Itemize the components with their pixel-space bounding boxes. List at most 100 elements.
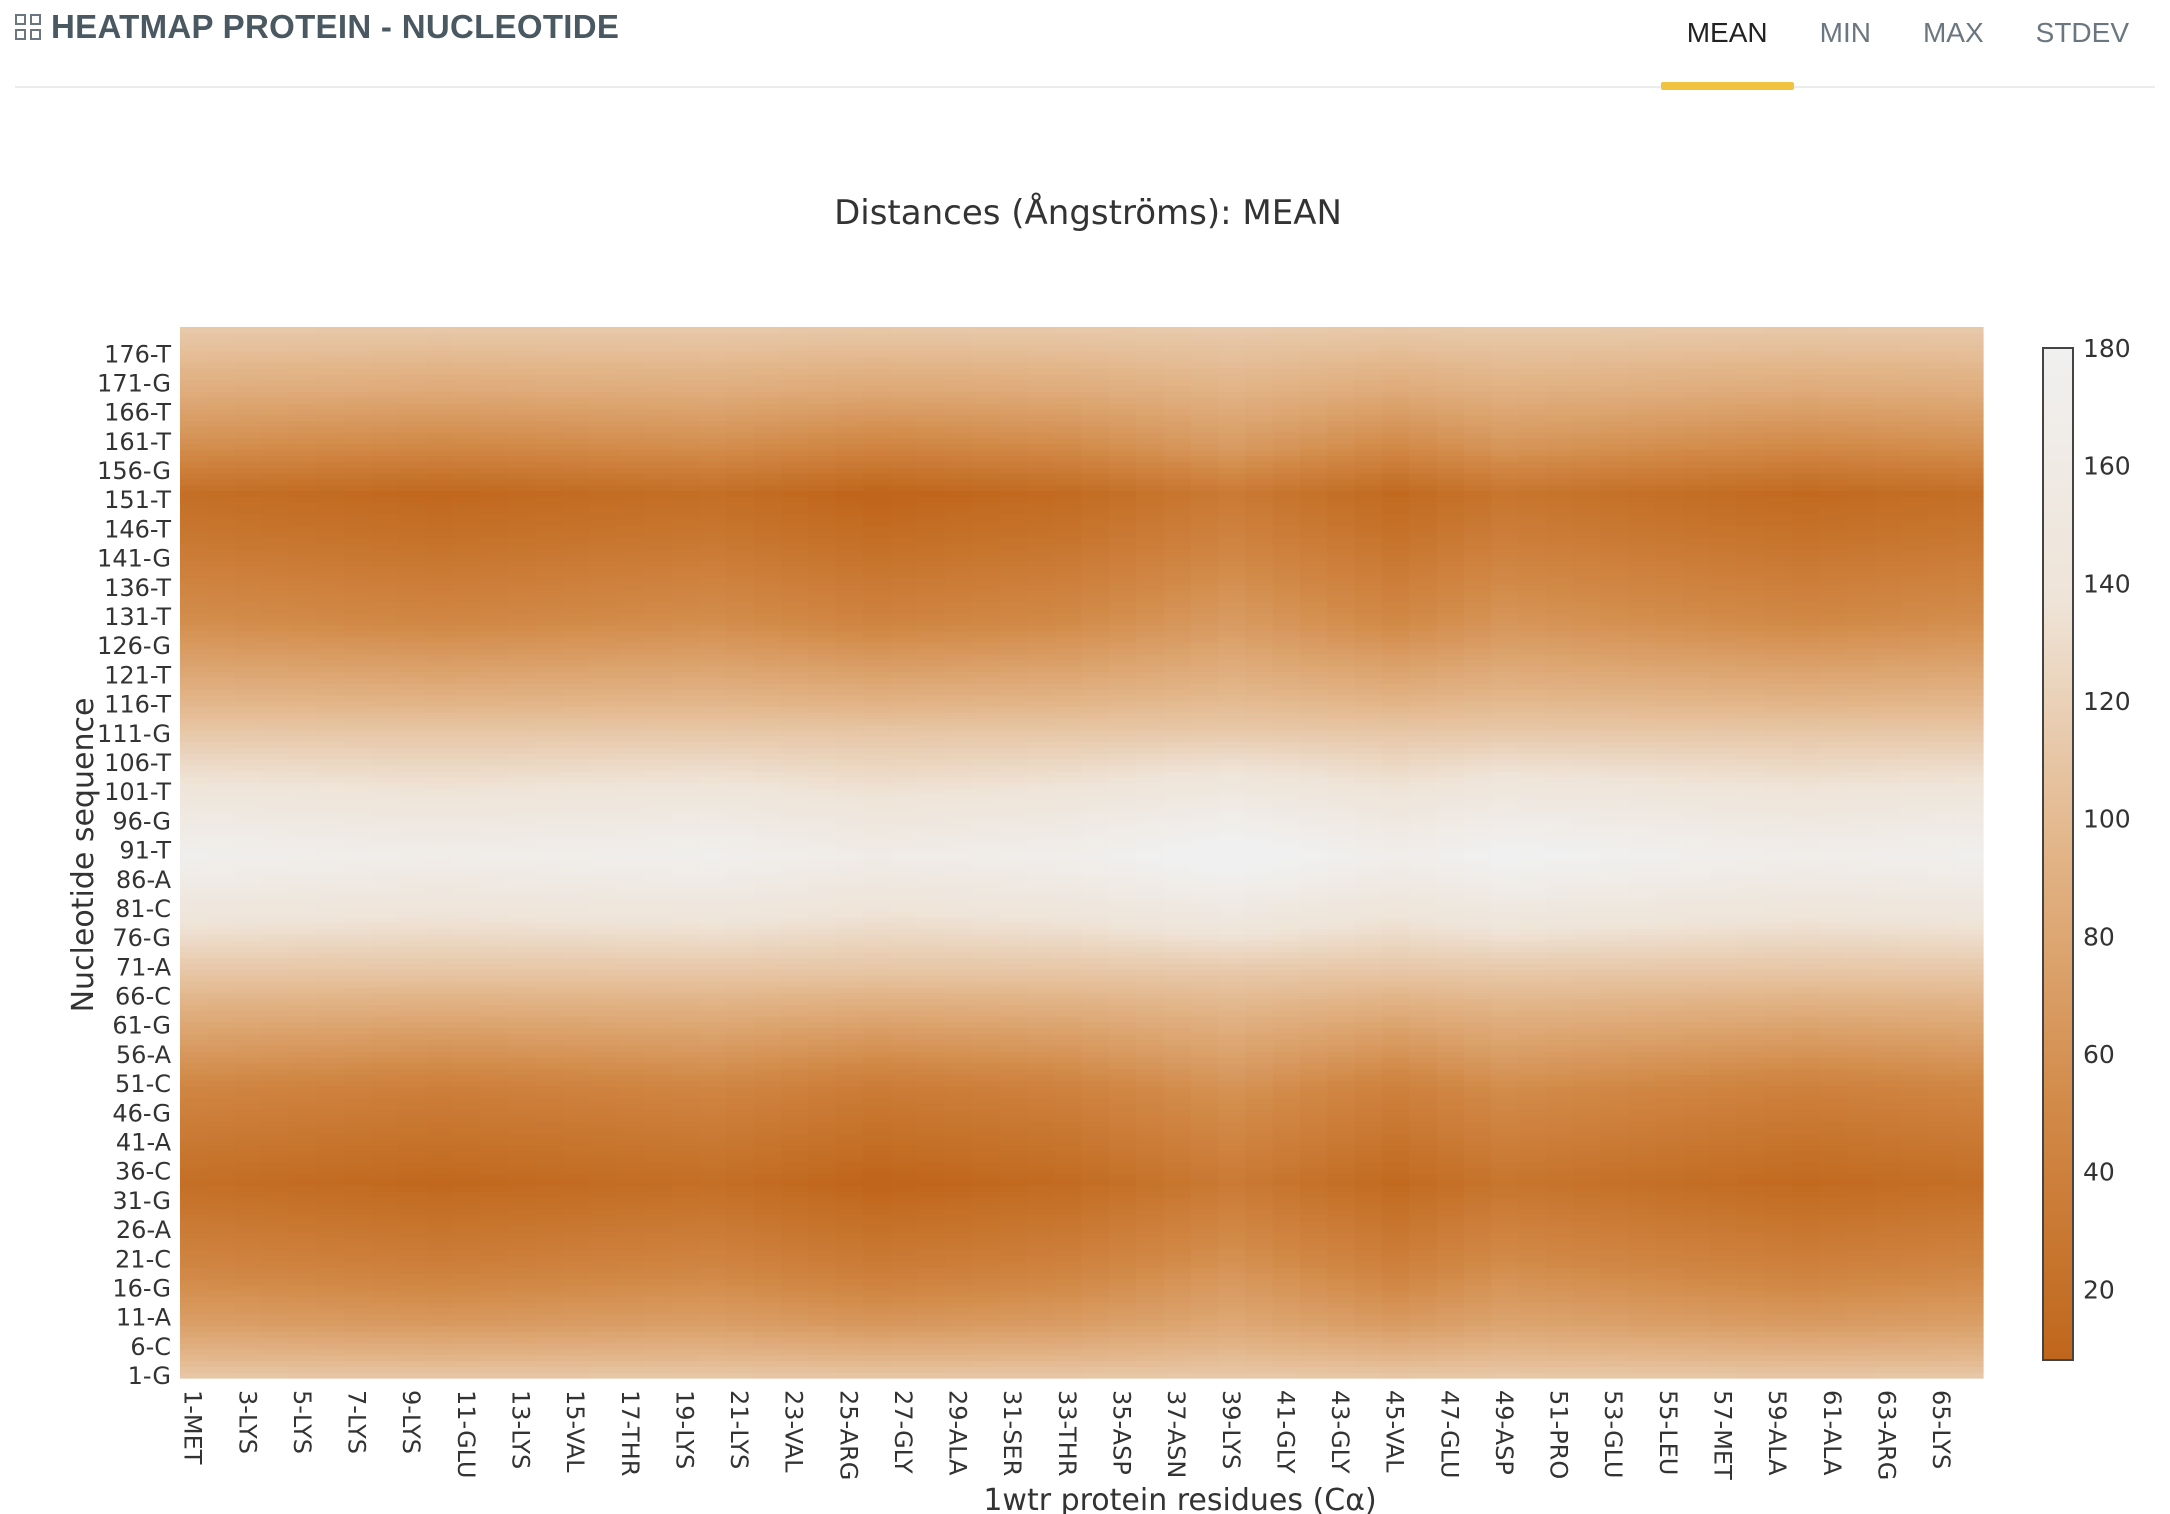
heatmap-cell [617,1354,646,1362]
heatmap-cell [1108,1226,1137,1233]
heatmap-cell [1108,1068,1137,1075]
tab-stdev[interactable]: STDEV [2035,17,2129,48]
heatmap-cell [617,1267,646,1274]
heatmap-cell [453,1302,482,1309]
heatmap-cell [1791,1337,1820,1344]
heatmap-cell [972,1097,1001,1105]
tab-mean[interactable]: MEAN [1660,0,1794,90]
heatmap-cell [699,998,727,1005]
heatmap-cell [835,1325,864,1332]
tab-max[interactable]: MAX [1922,17,1984,48]
heatmap-cell [316,957,345,965]
heatmap-cell [726,1255,755,1262]
heatmap-cell [207,969,236,976]
heatmap-cell [1054,1039,1083,1046]
heatmap-cell [289,1173,318,1181]
heatmap-cell [753,1267,782,1274]
heatmap-cell [425,1342,454,1350]
heatmap-cell [862,934,891,941]
heatmap-cell [1272,1015,1301,1023]
heatmap-cell [507,1296,536,1303]
heatmap-cell [1901,1126,1929,1134]
heatmap-cell [644,1144,673,1151]
heatmap-cell [1272,1372,1301,1379]
heatmap-cell [1873,1261,1902,1268]
heatmap-cell [1737,1068,1766,1075]
heatmap-cell [1873,1150,1902,1157]
heatmap-cell [1846,1051,1875,1058]
heatmap-cell [753,940,782,947]
heatmap-cell [1382,1342,1410,1350]
heatmap-cell [1518,1103,1547,1111]
heatmap-cell [1955,1132,1984,1140]
heatmap-cell [1491,1156,1520,1163]
heatmap-cell [1218,1342,1247,1350]
heatmap-cell [234,1121,263,1128]
heatmap-cell [944,1033,973,1040]
heatmap-cell [1382,957,1410,965]
heatmap-cell [1354,980,1383,988]
heatmap-cell [1600,1313,1629,1321]
heatmap-cell [589,1103,618,1111]
heatmap-cell [1955,1109,1984,1116]
heatmap-cell [917,1132,946,1140]
heatmap-cell [371,1284,400,1292]
heatmap-cell [1491,986,1520,994]
heatmap-cell [972,1091,1001,1099]
heatmap-cell [535,1325,564,1332]
heatmap-cell [535,1196,564,1204]
heatmap-cell [261,951,290,959]
heatmap-cell [1737,1074,1766,1081]
heatmap-cell [1409,1255,1438,1262]
heatmap-cell [1846,1307,1875,1315]
heatmap-cell [1436,1226,1465,1233]
heatmap-cell [1163,1161,1192,1169]
heatmap-cell [917,1179,946,1186]
heatmap-cell [1600,1272,1629,1280]
heatmap-cell [1573,1045,1602,1052]
heatmap-cell [316,1284,345,1292]
heatmap-cell [1600,1208,1629,1216]
heatmap-cell [1901,1161,1929,1169]
heatmap-cell [1163,1004,1192,1011]
heatmap-cell [1272,986,1301,994]
heatmap-cell [1901,986,1929,994]
heatmap-cell [1873,1319,1902,1327]
heatmap-cell [808,951,837,959]
heatmap-cell [535,975,564,982]
heatmap-cell [1955,1161,1984,1169]
heatmap-cell [480,1004,509,1011]
heatmap-cell [1600,1121,1629,1128]
heatmap-cell [425,1202,454,1210]
heatmap-cell [1300,1272,1328,1280]
heatmap-cell [1026,1115,1055,1122]
heatmap-cell [371,1132,400,1140]
heatmap-cell [1600,1115,1629,1122]
heatmap-cell [234,1366,263,1373]
heatmap-cell [671,1272,700,1280]
heatmap-cell [1081,1115,1110,1122]
heatmap-cell [1573,1267,1602,1274]
heatmap-cell [1463,1354,1492,1362]
heatmap-cell [1026,1331,1055,1338]
heatmap-cell [1300,1232,1328,1239]
heatmap-cell [999,1220,1028,1227]
heatmap-cell [371,1091,400,1099]
heatmap-cell [753,1051,782,1058]
heatmap-cell [289,1372,318,1379]
tab-min[interactable]: MIN [1819,17,1871,48]
heatmap-cell [1382,1307,1410,1315]
heatmap-cell [207,940,236,947]
heatmap-cell [1409,1307,1438,1315]
heatmap-cell [1108,1179,1137,1186]
heatmap-cell [261,1237,290,1245]
heatmap-cell [180,951,208,959]
heatmap-cell [1545,1161,1574,1169]
heatmap-cell [944,1232,973,1239]
heatmap-cell [1764,1150,1793,1157]
heatmap-cell [972,1004,1001,1011]
heatmap-cell [261,986,290,994]
heatmap-cell [371,1307,400,1315]
heatmap-cell [862,1296,891,1303]
heatmap-cell [261,1086,290,1093]
